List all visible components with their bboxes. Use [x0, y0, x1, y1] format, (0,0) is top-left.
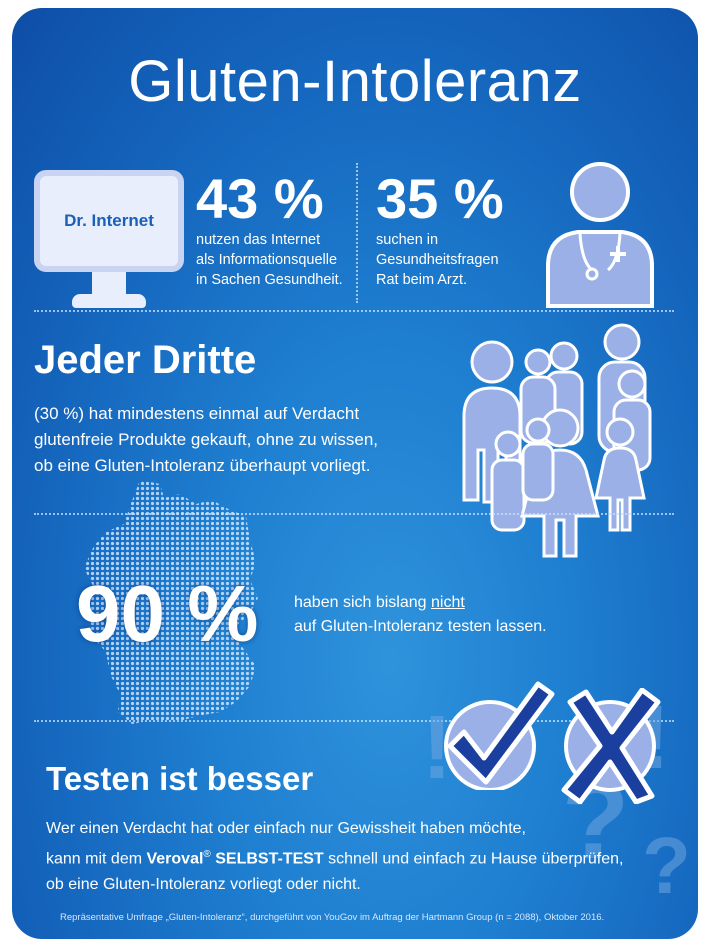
testen-heading: Testen ist besser	[46, 760, 314, 797]
monitor-label: Dr. Internet	[34, 170, 184, 272]
checkmark-icon	[444, 681, 555, 790]
page-title: Gluten-Intoleranz	[128, 49, 582, 114]
not-tested-percentage: 90 %	[76, 569, 259, 658]
vertical-divider	[356, 163, 358, 303]
testen-description: Wer einen Verdacht hat oder einfach nur …	[46, 820, 624, 894]
footnote: Repräsentative Umfrage „Gluten-Intoleran…	[60, 912, 605, 923]
doctor-icon	[546, 162, 654, 308]
nicht-emphasis: nicht	[430, 594, 465, 611]
veroval-brand: Veroval	[146, 850, 204, 868]
people-group-icon	[462, 323, 652, 558]
svg-text:?: ?	[642, 821, 691, 908]
divider	[34, 720, 674, 722]
cross-icon	[561, 688, 661, 804]
doctor-percentage: 35 %	[376, 167, 504, 230]
jeder-dritte-heading: Jeder Dritte	[34, 338, 257, 382]
selbst-test-product: SELBST-TEST	[210, 850, 324, 868]
not-tested-description: haben sich bislang nicht auf Gluten-Into…	[294, 594, 547, 635]
divider	[34, 513, 674, 515]
jeder-dritte-description: (30 %) hat mindestens einmal auf Verdach…	[34, 404, 378, 475]
infographic-card: Gluten-Intoleranz Dr. Internet 43 % nutz…	[12, 8, 698, 939]
doctor-description: suchen in Gesundheitsfragen Rat beim Arz…	[376, 232, 499, 288]
internet-description: nutzen das Internet als Informationsquel…	[196, 232, 343, 288]
divider	[34, 310, 674, 312]
internet-percentage: 43 %	[196, 167, 324, 230]
germany-map-icon	[84, 480, 258, 724]
